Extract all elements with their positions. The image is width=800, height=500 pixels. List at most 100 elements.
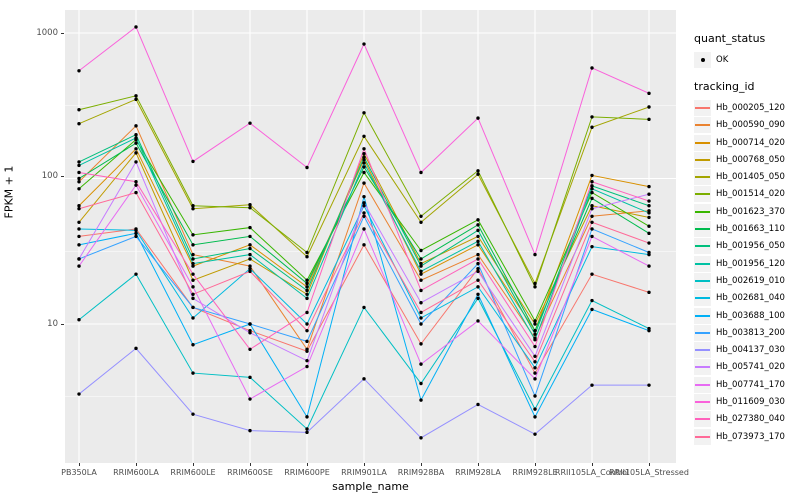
data-point bbox=[77, 227, 81, 231]
data-point bbox=[191, 343, 195, 347]
data-point bbox=[476, 239, 480, 244]
data-point bbox=[248, 397, 252, 401]
data-point bbox=[647, 383, 651, 387]
data-point bbox=[476, 116, 480, 120]
tracking-id-entries: Hb_000205_120 Hb_000590_090 Hb_000714_020 H… bbox=[694, 99, 785, 445]
data-point bbox=[248, 428, 252, 433]
data-point bbox=[647, 192, 651, 196]
data-point bbox=[305, 310, 309, 315]
data-point bbox=[305, 255, 309, 259]
data-point bbox=[191, 257, 195, 261]
x-tick-mark bbox=[136, 463, 137, 466]
data-point bbox=[590, 125, 594, 129]
data-point bbox=[533, 319, 537, 323]
data-point bbox=[590, 184, 594, 188]
x-tick-mark bbox=[535, 463, 536, 466]
data-point bbox=[248, 264, 252, 268]
data-point bbox=[533, 354, 537, 358]
data-point bbox=[362, 227, 366, 231]
data-point bbox=[134, 147, 138, 151]
x-tick-label: RRII105LA_Stressed bbox=[609, 468, 689, 477]
line-swatch-icon bbox=[694, 203, 711, 220]
legend-item-ok: OK bbox=[694, 51, 785, 68]
data-point bbox=[533, 322, 537, 326]
data-point bbox=[419, 278, 423, 282]
data-point bbox=[248, 243, 252, 247]
data-point bbox=[134, 151, 138, 155]
data-point bbox=[77, 257, 81, 261]
data-point bbox=[590, 173, 594, 178]
line-swatch-icon bbox=[694, 117, 711, 134]
line-swatch-icon bbox=[694, 359, 711, 376]
data-point bbox=[191, 371, 195, 375]
data-point bbox=[647, 241, 651, 245]
data-point bbox=[476, 269, 480, 274]
data-point bbox=[590, 207, 594, 211]
line-swatch-icon bbox=[694, 428, 711, 445]
data-point bbox=[248, 257, 252, 261]
data-point bbox=[191, 305, 195, 310]
data-point bbox=[419, 381, 423, 386]
data-point bbox=[533, 377, 537, 381]
data-point bbox=[191, 316, 195, 320]
legend-item-label: Hb_027380_040 bbox=[716, 414, 785, 425]
line-swatch-icon bbox=[694, 272, 711, 289]
data-point bbox=[305, 165, 309, 170]
x-tick-label: PB350LA bbox=[61, 468, 97, 477]
data-point bbox=[419, 398, 423, 402]
data-point bbox=[533, 432, 537, 436]
data-point bbox=[647, 264, 651, 268]
x-tick-label: RRIM928LE bbox=[512, 468, 558, 477]
data-point bbox=[77, 163, 81, 168]
data-point bbox=[419, 342, 423, 346]
data-point bbox=[248, 347, 252, 352]
legend-title-tracking-id: tracking_id bbox=[694, 80, 755, 94]
data-point bbox=[590, 196, 594, 201]
data-point bbox=[533, 285, 537, 289]
data-point bbox=[77, 160, 81, 164]
data-point bbox=[134, 346, 138, 351]
data-point bbox=[590, 227, 594, 231]
data-point bbox=[476, 296, 480, 301]
data-point bbox=[533, 328, 537, 333]
data-point bbox=[362, 377, 366, 381]
data-point bbox=[647, 117, 651, 122]
data-point bbox=[191, 412, 195, 416]
legend-item-Hb_000205_120: Hb_000205_120 bbox=[694, 99, 785, 116]
legend-item-Hb_000714_020: Hb_000714_020 bbox=[694, 134, 785, 151]
data-point bbox=[248, 203, 252, 207]
legend-item-Hb_011609_030: Hb_011609_030 bbox=[694, 393, 785, 410]
data-point bbox=[305, 285, 309, 289]
data-point bbox=[134, 272, 138, 276]
data-point bbox=[590, 298, 594, 303]
data-point bbox=[362, 147, 366, 151]
data-point bbox=[134, 25, 138, 29]
x-tick-mark bbox=[193, 463, 194, 466]
y-tick-label: 10 bbox=[47, 319, 58, 329]
line-swatch-icon bbox=[694, 411, 711, 428]
data-point bbox=[134, 160, 138, 164]
data-point bbox=[647, 290, 651, 295]
data-point bbox=[191, 252, 195, 257]
data-point bbox=[647, 211, 651, 215]
data-point bbox=[77, 243, 81, 247]
data-point bbox=[77, 318, 81, 322]
data-point bbox=[248, 375, 252, 380]
data-point bbox=[362, 204, 366, 208]
y-tick-label: 100 bbox=[41, 171, 58, 181]
data-point bbox=[590, 204, 594, 208]
data-point bbox=[77, 392, 81, 396]
data-point bbox=[248, 246, 252, 251]
x-tick-label: RRIM901LA bbox=[341, 468, 387, 477]
data-point bbox=[191, 278, 195, 282]
data-point bbox=[419, 272, 423, 276]
x-tick-label: RRIM600LE bbox=[170, 468, 216, 477]
data-point bbox=[77, 180, 81, 184]
data-point bbox=[419, 170, 423, 175]
legend-item-label: Hb_000714_020 bbox=[716, 137, 785, 148]
data-point bbox=[305, 281, 309, 286]
data-point bbox=[134, 97, 138, 102]
data-point bbox=[590, 244, 594, 249]
line-swatch-icon bbox=[694, 376, 711, 393]
data-point bbox=[419, 288, 423, 293]
